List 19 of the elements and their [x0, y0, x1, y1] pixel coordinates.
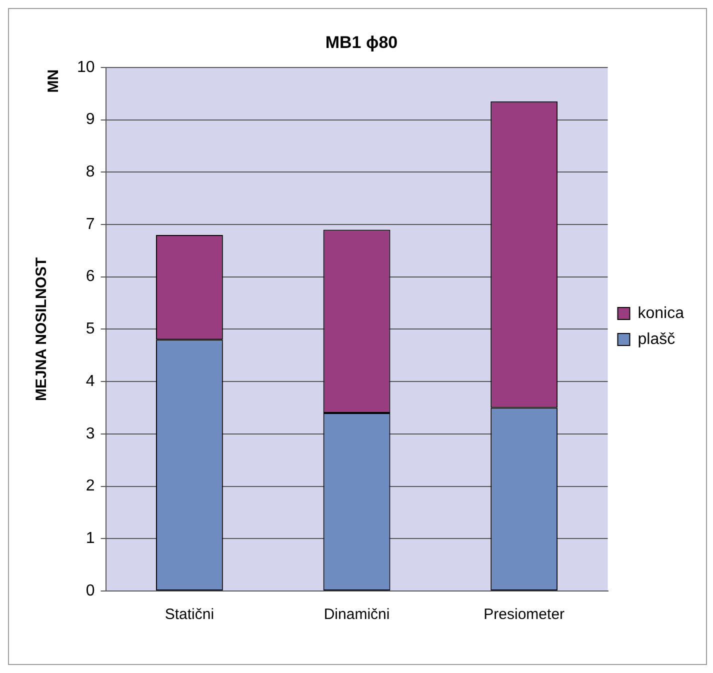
y-tick-label: 4: [86, 372, 95, 390]
y-tick-label: 5: [86, 320, 95, 338]
y-tick-label: 0: [86, 582, 95, 600]
x-tick-label: Presiometer: [484, 606, 565, 624]
y-tick-label: 10: [77, 58, 95, 76]
y-axis-title: MEJNA NOSILNOST: [33, 257, 50, 402]
chart-title: MB1 ϕ80: [325, 32, 398, 52]
y-tick-label: 8: [86, 164, 95, 181]
y-tick-label: 2: [86, 478, 95, 495]
y-tick-label: 6: [86, 268, 95, 286]
x-tick-label: Dinamični: [324, 606, 390, 624]
x-tick-label: Statični: [164, 606, 214, 624]
y-tick-label: 7: [86, 216, 95, 233]
legend-label: konica: [638, 304, 684, 322]
legend-label: plašč: [638, 330, 676, 348]
text: MN: [44, 69, 62, 93]
y-tick-label: 9: [86, 111, 95, 128]
y-tick-label: 1: [86, 530, 95, 548]
y-tick-label: 3: [86, 425, 95, 442]
